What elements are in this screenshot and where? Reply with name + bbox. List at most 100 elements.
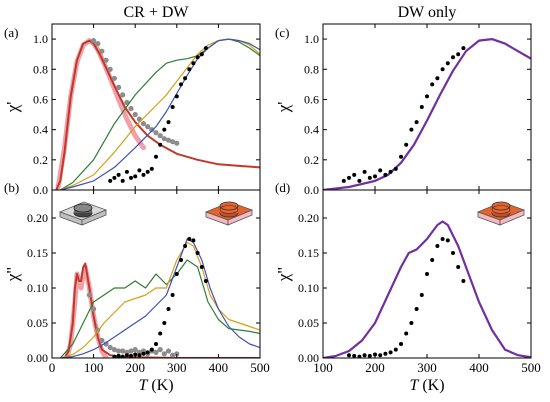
data-point-black [388, 169, 393, 174]
data-point-black [347, 175, 351, 180]
data-point-black [191, 61, 196, 66]
data-point-black [108, 178, 113, 183]
data-point-black [162, 321, 167, 325]
data-point-black [203, 279, 208, 283]
data-point-black [145, 350, 150, 355]
data-point-black [120, 354, 125, 358]
y-tick-label: 0.6 [33, 92, 48, 106]
y-axis-label: χ' [3, 102, 22, 114]
data-point-gray [132, 347, 138, 353]
x-axis-label-unit: (K) [418, 377, 444, 394]
y-tick-label: 0.8 [33, 62, 48, 76]
data-point-black [440, 67, 445, 72]
x-tick-label: 400 [209, 360, 229, 375]
panel-title: CR + DW [123, 4, 189, 21]
data-point-black [425, 272, 429, 276]
y-axis-label: χ" [274, 267, 293, 283]
data-point-black [451, 251, 455, 255]
y-tick-label: 0.10 [298, 281, 319, 295]
data-point-gray [157, 133, 163, 139]
data-point-gray [161, 136, 167, 142]
x-tick-label: 100 [313, 360, 333, 375]
data-point-black [367, 175, 372, 180]
data-point-black [174, 94, 179, 99]
data-point-black [145, 169, 150, 174]
data-point-black [112, 175, 117, 180]
x-tick-label: 100 [84, 360, 104, 375]
data-point-gray [157, 347, 163, 353]
data-point-gray [103, 57, 109, 63]
series-line-yellow [59, 241, 260, 358]
slab-side-right [499, 209, 525, 226]
data-point-black [154, 154, 158, 159]
data-point-black [162, 127, 167, 132]
sample-gray-disk-icon [58, 201, 108, 226]
slab-side-right [227, 209, 253, 226]
y-tick-label: 0.20 [27, 211, 48, 225]
x-tick-label: 500 [250, 360, 270, 375]
data-point-gray [145, 124, 151, 130]
data-point-black [357, 178, 362, 183]
data-point-black [445, 61, 450, 66]
series-group [59, 237, 260, 358]
series-group [323, 38, 531, 190]
data-point-black [362, 353, 367, 358]
panel-label: (b) [4, 180, 19, 195]
data-point-black [352, 353, 357, 358]
disk-top [491, 201, 511, 211]
data-point-gray [107, 66, 113, 72]
series-line-pink [55, 38, 146, 190]
data-point-black [158, 142, 163, 147]
data-point-black [414, 120, 419, 125]
data-point-black [112, 354, 117, 358]
data-point-black [347, 353, 351, 358]
data-point-gray [153, 349, 159, 355]
data-point-black [352, 172, 357, 177]
data-point-black [362, 169, 367, 174]
data-point-black [378, 353, 383, 358]
slab-side-right [81, 209, 107, 226]
data-point-black [430, 258, 435, 262]
data-point-black [116, 353, 121, 358]
sample-orange-stacked-disk-icon [204, 201, 254, 226]
data-point-black [129, 353, 133, 358]
data-point-gray [116, 348, 122, 354]
data-point-black [409, 127, 414, 132]
data-point-black [170, 293, 175, 297]
disk-top [219, 201, 239, 211]
data-point-black [388, 350, 393, 355]
data-point-gray [107, 344, 113, 351]
data-point-black [435, 244, 440, 248]
data-point-gray [174, 140, 180, 146]
data-point-black [409, 321, 414, 325]
data-point-gray [165, 348, 172, 354]
y-tick-label: 0.2 [304, 153, 319, 167]
data-point-black [445, 238, 450, 243]
series-line-dark_red [55, 39, 260, 190]
data-point-gray [140, 121, 147, 127]
data-point-black [154, 342, 158, 346]
data-point-black [440, 237, 445, 241]
sample-orange-stacked-disk-icon [476, 201, 526, 226]
y-tick-label: 0.15 [27, 246, 48, 260]
y-tick-label: 0.05 [298, 316, 319, 330]
panel-label: (d) [275, 180, 290, 195]
x-axis-label-symbol: T [138, 377, 148, 394]
data-point-black [461, 279, 466, 283]
y-tick-label: 0.0 [33, 183, 48, 197]
y-tick-label: 0.8 [304, 62, 319, 76]
data-point-gray [120, 348, 126, 354]
data-point-gray [161, 351, 167, 357]
y-tick-label: 0.6 [304, 92, 319, 106]
data-point-black [419, 293, 424, 297]
series-line-green [59, 259, 260, 358]
data-point-black [378, 168, 383, 173]
disk-top [73, 203, 93, 213]
data-point-black [357, 354, 362, 358]
x-tick-label: 500 [521, 360, 541, 375]
data-point-gray [111, 347, 117, 353]
disk-ring [491, 205, 511, 214]
data-point-black [166, 120, 171, 125]
y-tick-label: 1.0 [304, 32, 319, 46]
panel-label: (a) [4, 25, 18, 40]
